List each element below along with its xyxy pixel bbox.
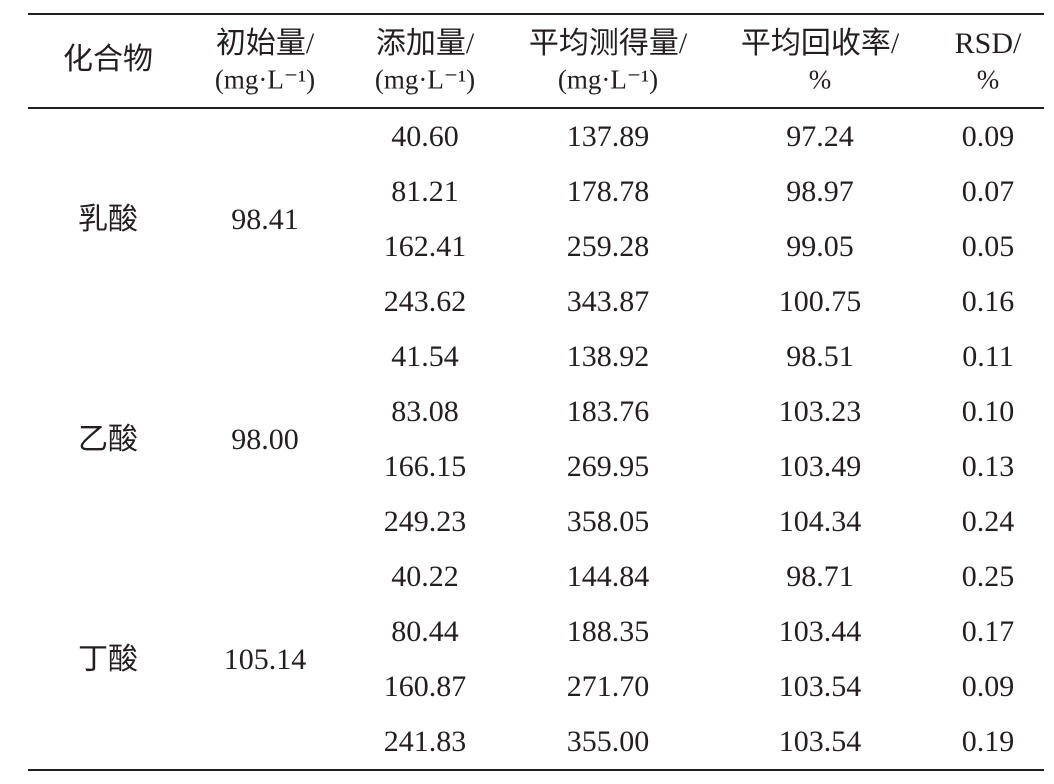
data-cell: 0.16 — [961, 285, 1015, 318]
data-cell: 138.92 — [566, 340, 650, 373]
compound-cell: 丁酸 — [78, 642, 138, 676]
header-unit: (mg·L⁻¹) — [557, 64, 659, 95]
header-cell: RSD/ — [954, 27, 1022, 60]
data-cell: 80.44 — [391, 615, 459, 648]
data-cell: 0.25 — [961, 560, 1015, 593]
data-cell: 0.17 — [961, 615, 1015, 648]
data-cell: 0.24 — [961, 505, 1015, 538]
data-cell: 0.10 — [961, 395, 1015, 428]
data-cell: 0.09 — [961, 120, 1015, 153]
data-cell: 103.54 — [778, 725, 862, 758]
data-cell: 0.19 — [961, 725, 1015, 758]
data-cell: 358.05 — [566, 505, 650, 538]
header-cell: 添加量/ — [375, 27, 475, 60]
data-cell: 269.95 — [566, 450, 650, 483]
data-cell: 271.70 — [566, 670, 650, 703]
initial-cell: 98.41 — [231, 202, 299, 236]
data-cell: 41.54 — [391, 340, 459, 373]
data-cell: 162.41 — [383, 230, 467, 263]
data-cell: 166.15 — [383, 450, 467, 483]
data-cell: 0.09 — [961, 670, 1015, 703]
data-cell: 243.62 — [383, 285, 467, 318]
data-cell: 98.71 — [786, 560, 854, 593]
data-cell: 241.83 — [383, 725, 467, 758]
data-cell: 98.97 — [786, 175, 854, 208]
top-rule — [28, 13, 1044, 15]
header-unit: (mg·L⁻¹) — [374, 64, 476, 95]
header-unit: % — [976, 64, 1000, 95]
data-cell: 188.35 — [566, 615, 650, 648]
data-cell: 81.21 — [391, 175, 459, 208]
data-cell: 40.22 — [391, 560, 459, 593]
data-cell: 259.28 — [566, 230, 650, 263]
compound-cell: 乳酸 — [78, 202, 138, 236]
data-cell: 97.24 — [786, 120, 854, 153]
initial-cell: 98.00 — [231, 422, 299, 456]
bottom-rule — [28, 769, 1044, 771]
data-cell: 343.87 — [566, 285, 650, 318]
data-cell: 100.75 — [778, 285, 862, 318]
header-cell: 初始量/ — [215, 27, 315, 60]
header-unit: % — [808, 64, 832, 95]
initial-cell: 105.14 — [223, 642, 307, 676]
header-cell: 化合物 — [63, 43, 153, 76]
data-cell: 104.34 — [778, 505, 862, 538]
data-cell: 355.00 — [566, 725, 650, 758]
data-cell: 103.23 — [778, 395, 862, 428]
header-rule — [28, 107, 1044, 109]
data-cell: 98.51 — [786, 340, 854, 373]
data-cell: 103.44 — [778, 615, 862, 648]
data-cell: 40.60 — [391, 120, 459, 153]
data-cell: 99.05 — [786, 230, 854, 263]
data-cell: 178.78 — [566, 175, 650, 208]
compound-cell: 乙酸 — [78, 422, 138, 456]
data-cell: 160.87 — [383, 670, 467, 703]
data-cell: 103.54 — [778, 670, 862, 703]
data-cell: 103.49 — [778, 450, 862, 483]
data-cell: 249.23 — [383, 505, 467, 538]
data-cell: 0.05 — [961, 230, 1015, 263]
data-cell: 0.07 — [961, 175, 1015, 208]
header-cell: 平均测得量/ — [528, 27, 688, 60]
data-cell: 0.13 — [961, 450, 1015, 483]
data-cell: 83.08 — [391, 395, 459, 428]
data-cell: 183.76 — [566, 395, 650, 428]
header-cell: 平均回收率/ — [740, 27, 900, 60]
data-cell: 137.89 — [566, 120, 650, 153]
data-cell: 144.84 — [566, 560, 650, 593]
data-cell: 0.11 — [962, 340, 1014, 373]
header-unit: (mg·L⁻¹) — [214, 64, 316, 95]
